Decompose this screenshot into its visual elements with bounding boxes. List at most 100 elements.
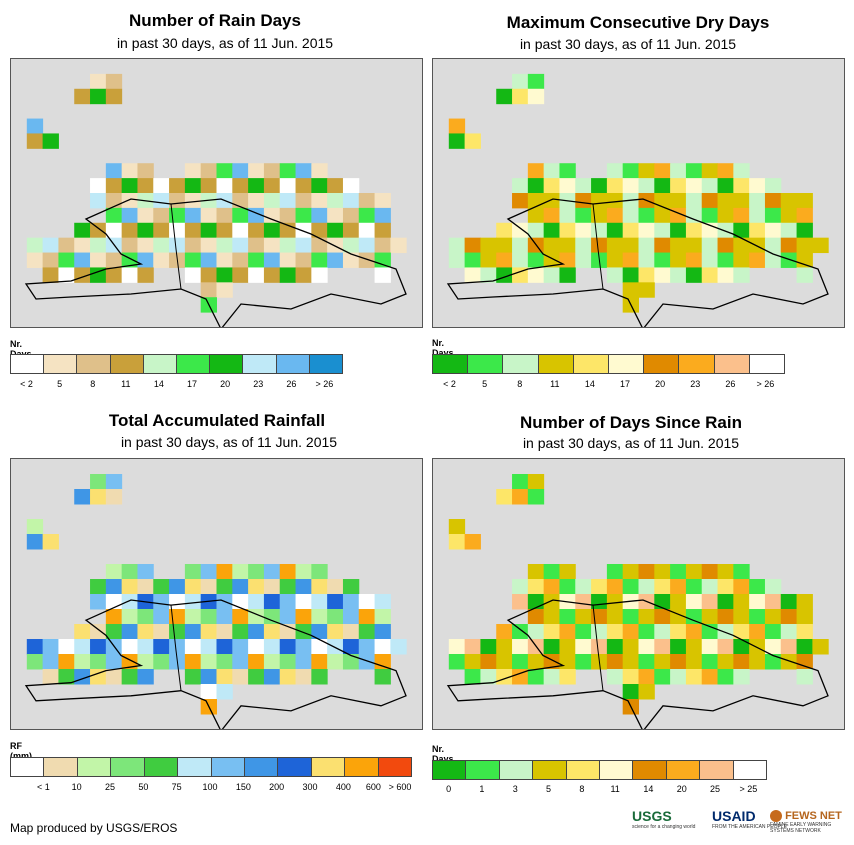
map-credit: Map produced by USGS/EROS [10, 821, 178, 835]
grid-cell [527, 564, 545, 580]
grid-cell [733, 639, 750, 655]
grid-cell [749, 193, 766, 209]
grid-cell [796, 222, 813, 239]
grid-cell [248, 267, 265, 283]
grid-cell [685, 193, 703, 209]
legend-bar [10, 354, 343, 374]
grid-cell [480, 639, 497, 655]
grid-cell [685, 654, 703, 670]
grid-cell [670, 624, 687, 640]
grid-cell [512, 594, 529, 610]
island-outline [446, 198, 829, 327]
grid-cell [796, 207, 813, 224]
grid-cell [232, 193, 249, 209]
legend-bar [432, 354, 785, 374]
grid-cell [670, 193, 687, 209]
grid-cell [42, 639, 59, 655]
legend-label: 300 [302, 782, 318, 792]
panel-subtitle: in past 30 days, as of 11 Jun. 2015 [519, 36, 737, 52]
grid-cell [342, 624, 360, 640]
legend-swatch [733, 761, 767, 779]
grid-cell [796, 669, 813, 685]
grid-cell [153, 237, 170, 254]
grid-cell [527, 178, 545, 194]
grid-cell [279, 193, 297, 209]
grid-cell [591, 579, 608, 595]
grid-cell [374, 669, 391, 685]
grid-cell [717, 193, 734, 209]
grid-cell [90, 654, 107, 670]
grid-cell [200, 252, 217, 268]
grid-cell [764, 654, 782, 670]
grid-cell [606, 594, 624, 610]
grid-cell [780, 222, 798, 239]
usgs-logo-text: USGS [632, 808, 672, 824]
grid-cell [591, 237, 608, 254]
grid-cell [184, 639, 202, 655]
grid-cell [496, 237, 513, 254]
grid-cell [311, 564, 328, 580]
grid-cell [559, 624, 576, 640]
legend-label: 5 [482, 379, 488, 389]
grid-cell [374, 237, 391, 254]
island-outline [24, 599, 407, 729]
grid-cell [749, 624, 766, 640]
panel-title: Maximum Consecutive Dry Days [506, 13, 770, 32]
grid-cell [780, 639, 798, 655]
legend-swatch [533, 761, 567, 779]
grid-cell [591, 193, 608, 209]
grid-cell [559, 267, 576, 283]
grid-cell [559, 639, 576, 655]
grid-cell [480, 252, 497, 268]
legend-label: 17 [620, 379, 631, 389]
legend-swatch [244, 758, 279, 776]
grid-cell [137, 624, 154, 640]
grid-cell [216, 639, 233, 655]
grid-cell [327, 222, 344, 239]
grid-cell [559, 222, 576, 239]
grid-cell [717, 178, 734, 194]
map-raster [24, 474, 407, 729]
grid-cell [121, 609, 138, 625]
legend-label: 11 [121, 379, 131, 389]
legend-label: 23 [253, 379, 264, 389]
grid-cell [622, 579, 639, 595]
grid-cell [670, 178, 687, 194]
grid-cell [654, 267, 671, 283]
legend-bar [432, 760, 767, 780]
grid-cell [374, 222, 391, 239]
grid-cell [701, 193, 719, 209]
grid-cell [448, 118, 466, 134]
usaid-logo: USAID FROM THE AMERICAN PEOPLE [712, 808, 787, 830]
grid-cell [512, 624, 529, 640]
grid-cell [448, 133, 466, 149]
grid-cell [216, 609, 233, 625]
grid-cell [559, 669, 576, 685]
grid-cell [184, 609, 202, 625]
grid-cell [527, 163, 545, 179]
grid-cell [200, 282, 217, 298]
grid-cell [137, 178, 154, 194]
grid-cell [606, 579, 624, 595]
grid-cell [184, 252, 202, 268]
grid-cell [279, 654, 297, 670]
grid-cell [622, 267, 639, 283]
legend-label: 14 [584, 379, 595, 389]
grid-cell [654, 579, 671, 595]
legend-label: 25 [104, 782, 116, 792]
grid-cell [248, 178, 265, 194]
legend-swatch [700, 761, 734, 779]
legend-swatch [679, 355, 715, 373]
grid-cell [638, 639, 655, 655]
grid-cell [512, 222, 529, 239]
grid-cell [121, 237, 138, 254]
grid-cell [169, 178, 186, 194]
grid-cell [543, 193, 560, 209]
grid-cell [137, 654, 154, 670]
grid-cell [121, 178, 138, 194]
grid-cell [216, 579, 233, 595]
grid-cell [717, 579, 734, 595]
grid-cell [749, 178, 766, 194]
grid-cell [42, 267, 59, 283]
grid-cell [733, 237, 750, 254]
